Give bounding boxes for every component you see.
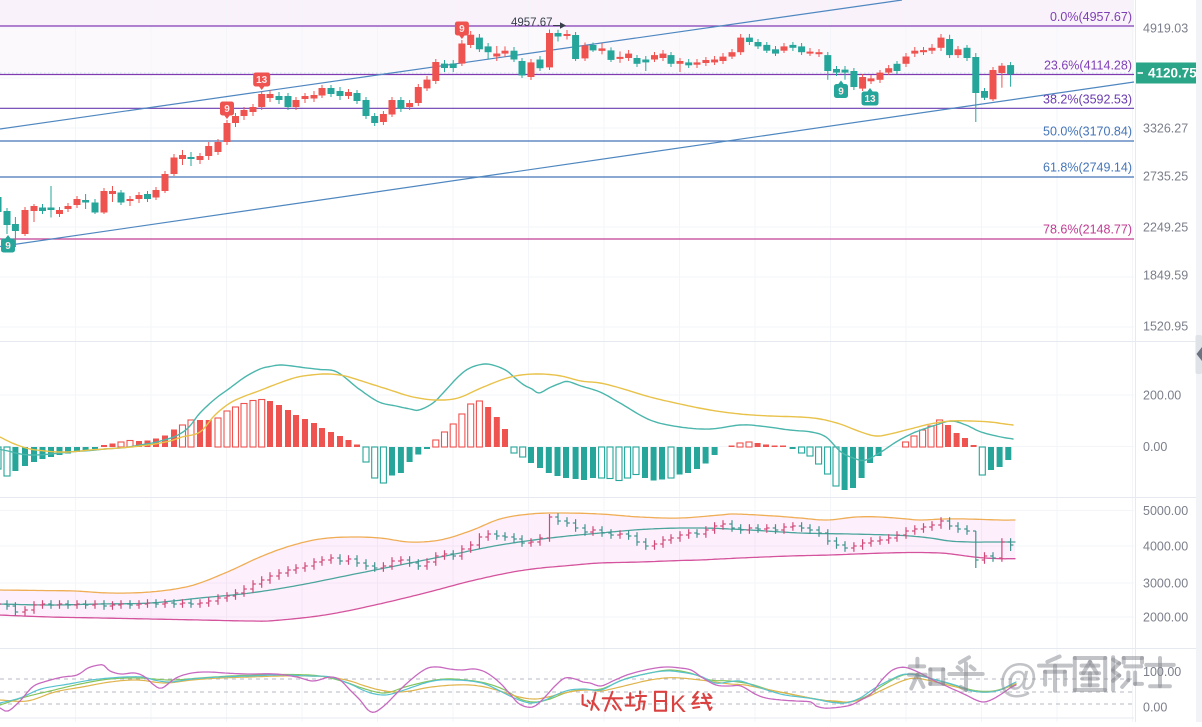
svg-text:0.00: 0.00 xyxy=(1143,701,1167,715)
svg-text:0.00: 0.00 xyxy=(1143,440,1167,454)
svg-text:4919.03: 4919.03 xyxy=(1143,22,1188,36)
svg-text:9: 9 xyxy=(224,104,230,115)
svg-text:@: @ xyxy=(998,657,1039,701)
svg-text:50.0%(3170.84): 50.0%(3170.84) xyxy=(1043,125,1132,139)
svg-text:5000.00: 5000.00 xyxy=(1143,504,1188,518)
svg-text:1520.95: 1520.95 xyxy=(1143,320,1188,334)
svg-text:4000.00: 4000.00 xyxy=(1143,540,1188,554)
svg-text:61.8%(2749.14): 61.8%(2749.14) xyxy=(1043,161,1132,175)
svg-text:100.00: 100.00 xyxy=(1143,665,1181,679)
svg-text:3000.00: 3000.00 xyxy=(1143,577,1188,591)
svg-text:9: 9 xyxy=(459,24,465,35)
svg-text:200.00: 200.00 xyxy=(1143,389,1181,403)
svg-text:2000.00: 2000.00 xyxy=(1143,611,1188,625)
svg-text:4957.67: 4957.67 xyxy=(511,17,553,29)
svg-text:K: K xyxy=(670,691,686,718)
svg-text:13: 13 xyxy=(256,75,268,86)
svg-text:38.2%(3592.53): 38.2%(3592.53) xyxy=(1043,92,1132,106)
svg-text:23.6%(4114.28): 23.6%(4114.28) xyxy=(1044,59,1132,73)
svg-text:4120.75: 4120.75 xyxy=(1148,66,1197,81)
svg-text:13: 13 xyxy=(864,94,876,105)
svg-text:1849.59: 1849.59 xyxy=(1143,269,1188,283)
svg-text:2249.25: 2249.25 xyxy=(1143,221,1188,235)
svg-text:2735.25: 2735.25 xyxy=(1143,170,1188,184)
svg-text:3326.27: 3326.27 xyxy=(1143,122,1188,136)
svg-text:78.6%(2148.77): 78.6%(2148.77) xyxy=(1043,223,1132,237)
svg-text:9: 9 xyxy=(838,87,844,98)
svg-text:9: 9 xyxy=(5,241,11,252)
svg-text:0.0%(4957.67): 0.0%(4957.67) xyxy=(1050,10,1132,24)
